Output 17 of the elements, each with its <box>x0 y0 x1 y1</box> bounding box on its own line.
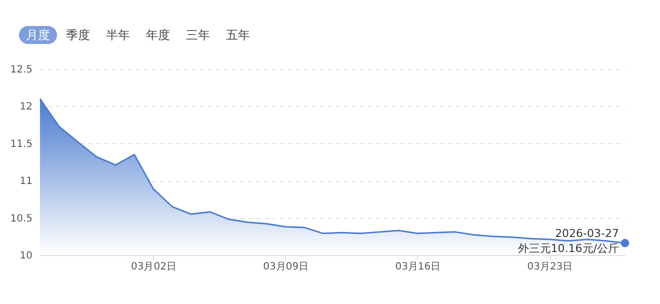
y-tick-label: 11 <box>20 176 32 188</box>
x-tick-label: 03月23日 <box>527 262 573 272</box>
x-tick-label: 03月16日 <box>395 262 441 272</box>
text: 季度 <box>66 28 90 42</box>
y-tick-label: 10 <box>20 250 32 262</box>
annotation: 2026-03-27 外三元10.16元/公斤 <box>518 227 619 256</box>
text: 月度 <box>26 28 50 42</box>
text: 年度 <box>146 28 170 42</box>
text: 五年 <box>226 28 250 42</box>
y-tick-label: 12.5 <box>10 64 32 76</box>
x-tick-label: 03月02日 <box>131 262 176 272</box>
y-tick-label: 11.5 <box>10 138 32 150</box>
text: 三年 <box>186 28 210 42</box>
y-tick-label: 10.5 <box>10 213 32 224</box>
text: 半年 <box>106 28 130 42</box>
y-tick-label: 12 <box>20 102 32 113</box>
x-tick-label: 03月09日 <box>263 262 309 272</box>
